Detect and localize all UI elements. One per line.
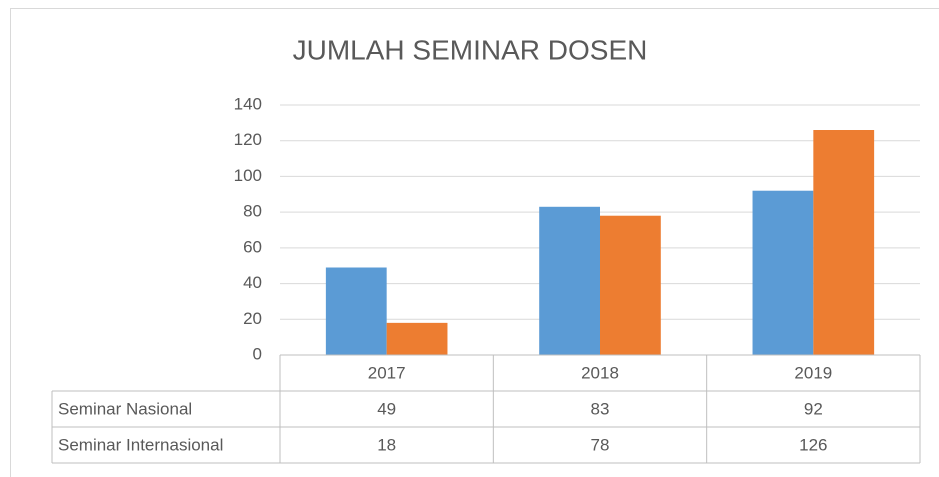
y-tick-label: 20 [243,309,262,328]
bar [539,206,600,355]
bar [386,322,448,355]
bar [600,215,661,355]
bar [325,267,387,355]
table-value: 18 [377,435,396,454]
chart-border [10,8,939,477]
y-tick-label: 120 [234,130,262,149]
table-value: 92 [804,399,823,418]
y-tick-label: 40 [243,273,262,292]
table-value: 49 [377,399,396,418]
table-value: 126 [799,435,827,454]
y-tick-label: 140 [234,94,262,113]
x-tick-label: 2017 [368,363,406,382]
y-tick-label: 60 [243,237,262,256]
bar [752,190,814,355]
table-value: 78 [591,435,610,454]
y-tick-label: 100 [234,166,262,185]
legend-label: Seminar Internasional [58,435,223,454]
chart-title: JUMLAH SEMINAR DOSEN [293,34,648,65]
x-tick-label: 2018 [581,363,619,382]
legend-label: Seminar Nasional [58,399,192,418]
bar [813,130,875,355]
y-tick-label: 80 [243,202,262,221]
table-value: 83 [591,399,610,418]
x-tick-label: 2019 [794,363,832,382]
y-tick-label: 0 [253,344,262,363]
